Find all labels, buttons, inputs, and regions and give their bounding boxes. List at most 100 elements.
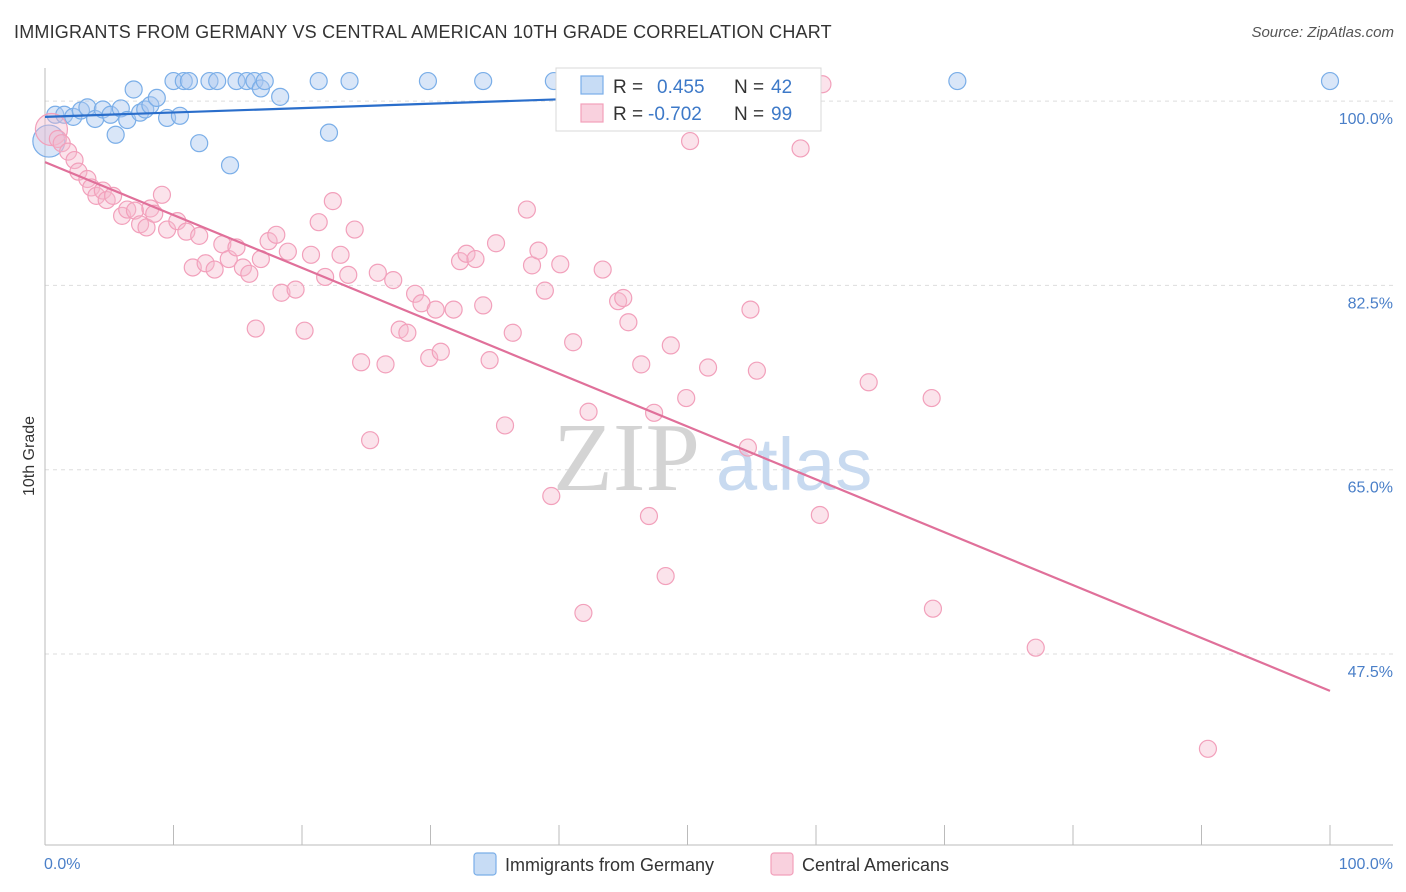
series-legend: Immigrants from Germany Central American…: [473, 852, 949, 876]
point-central-american: [286, 280, 305, 299]
point-central-american: [656, 566, 675, 586]
point-central-american: [426, 300, 445, 319]
point-central-american: [922, 388, 941, 408]
y-tick-label: 47.5%: [1348, 664, 1393, 681]
point-central-american: [331, 245, 350, 264]
gridlines: [45, 100, 1393, 655]
point-central-american: [535, 281, 554, 300]
point-germany: [190, 134, 209, 153]
point-central-american: [495, 416, 515, 435]
stats-swatch-blue: [580, 75, 604, 95]
legend-swatch-central-american: [770, 852, 794, 876]
point-central-american: [278, 242, 297, 261]
point-central-american: [125, 201, 145, 220]
point-central-american: [398, 323, 417, 342]
x-tick-label-min: 0.0%: [44, 856, 80, 873]
legend-label-central-american: Central Americans: [802, 855, 949, 875]
point-central-american: [384, 271, 403, 290]
point-germany: [208, 71, 227, 91]
point-central-american: [619, 313, 638, 332]
point-central-american: [474, 296, 493, 315]
point-central-american: [65, 150, 84, 170]
point-central-american: [579, 402, 598, 421]
point-germany: [106, 125, 125, 144]
point-central-american: [309, 213, 328, 232]
stats-n-value-2: 99: [771, 104, 792, 125]
point-central-american: [486, 234, 506, 253]
point-central-american: [345, 220, 364, 239]
y-tick-label: 100.0%: [1339, 111, 1393, 128]
point-central-american: [529, 241, 548, 260]
point-central-american: [196, 254, 215, 273]
point-central-american: [923, 599, 943, 618]
point-central-american: [551, 255, 570, 274]
point-central-american: [632, 355, 651, 374]
point-central-american: [376, 355, 395, 374]
point-central-american: [450, 252, 470, 271]
point-central-american: [431, 342, 450, 361]
point-central-american: [503, 323, 522, 342]
point-central-american: [661, 336, 680, 355]
point-central-american: [698, 358, 718, 377]
point-central-american: [564, 333, 583, 352]
point-central-american: [741, 300, 760, 319]
point-germany: [227, 71, 246, 91]
stats-legend: R = 0.455 N = 42 R = -0.702 N = 99: [555, 67, 822, 132]
point-germany: [309, 71, 328, 91]
point-central-american: [677, 388, 696, 408]
point-central-american: [480, 351, 499, 370]
stats-swatch-pink: [580, 103, 604, 123]
point-central-american: [517, 200, 536, 219]
x-tick-label-max: 100.0%: [1339, 856, 1393, 873]
point-germany: [418, 71, 438, 91]
point-central-american: [574, 603, 593, 623]
point-central-american: [810, 505, 829, 525]
point-germany: [245, 71, 264, 91]
stats-n-value-1: 42: [771, 77, 792, 98]
point-central-american: [361, 431, 380, 450]
stats-r-value-2: -0.702: [648, 104, 702, 125]
watermark: ZIP atlas: [553, 404, 872, 512]
point-germany: [1320, 71, 1340, 91]
point-central-american: [609, 292, 628, 311]
stats-r-value-1: 0.455: [657, 77, 705, 98]
point-central-american: [457, 244, 476, 263]
point-germany: [948, 71, 967, 91]
point-central-american: [405, 284, 425, 303]
point-central-american: [791, 139, 810, 158]
point-central-american: [34, 112, 69, 147]
point-central-american: [444, 300, 463, 319]
point-germany: [220, 156, 240, 175]
point-central-american: [152, 185, 172, 204]
point-germany: [340, 71, 359, 91]
point-central-american: [368, 263, 387, 282]
point-germany: [200, 71, 219, 91]
point-central-american: [267, 225, 286, 244]
point-central-american: [118, 200, 137, 219]
stats-n-label-1: N =: [734, 77, 764, 98]
point-central-american: [295, 321, 314, 340]
point-central-american: [339, 265, 358, 284]
y-axis-title: 10th Grade: [21, 416, 38, 496]
y-tick-label: 65.0%: [1348, 480, 1393, 497]
point-central-american: [272, 283, 291, 302]
point-central-american: [747, 361, 766, 380]
x-tick-labels: 0.0% 100.0%: [44, 856, 1393, 873]
point-central-american: [542, 486, 561, 506]
point-central-american: [614, 288, 633, 308]
point-central-american: [190, 226, 209, 245]
point-central-american: [240, 264, 259, 283]
point-central-american: [352, 353, 371, 372]
point-germany: [271, 87, 290, 106]
legend-swatch-germany: [473, 852, 497, 876]
point-central-american: [859, 373, 878, 392]
point-germany: [174, 71, 193, 91]
point-central-american: [301, 245, 321, 264]
point-central-american: [639, 506, 659, 526]
point-germany: [32, 124, 66, 158]
point-germany: [164, 71, 183, 91]
point-central-american: [420, 348, 439, 368]
point-germany: [179, 71, 199, 91]
point-germany: [147, 88, 166, 108]
